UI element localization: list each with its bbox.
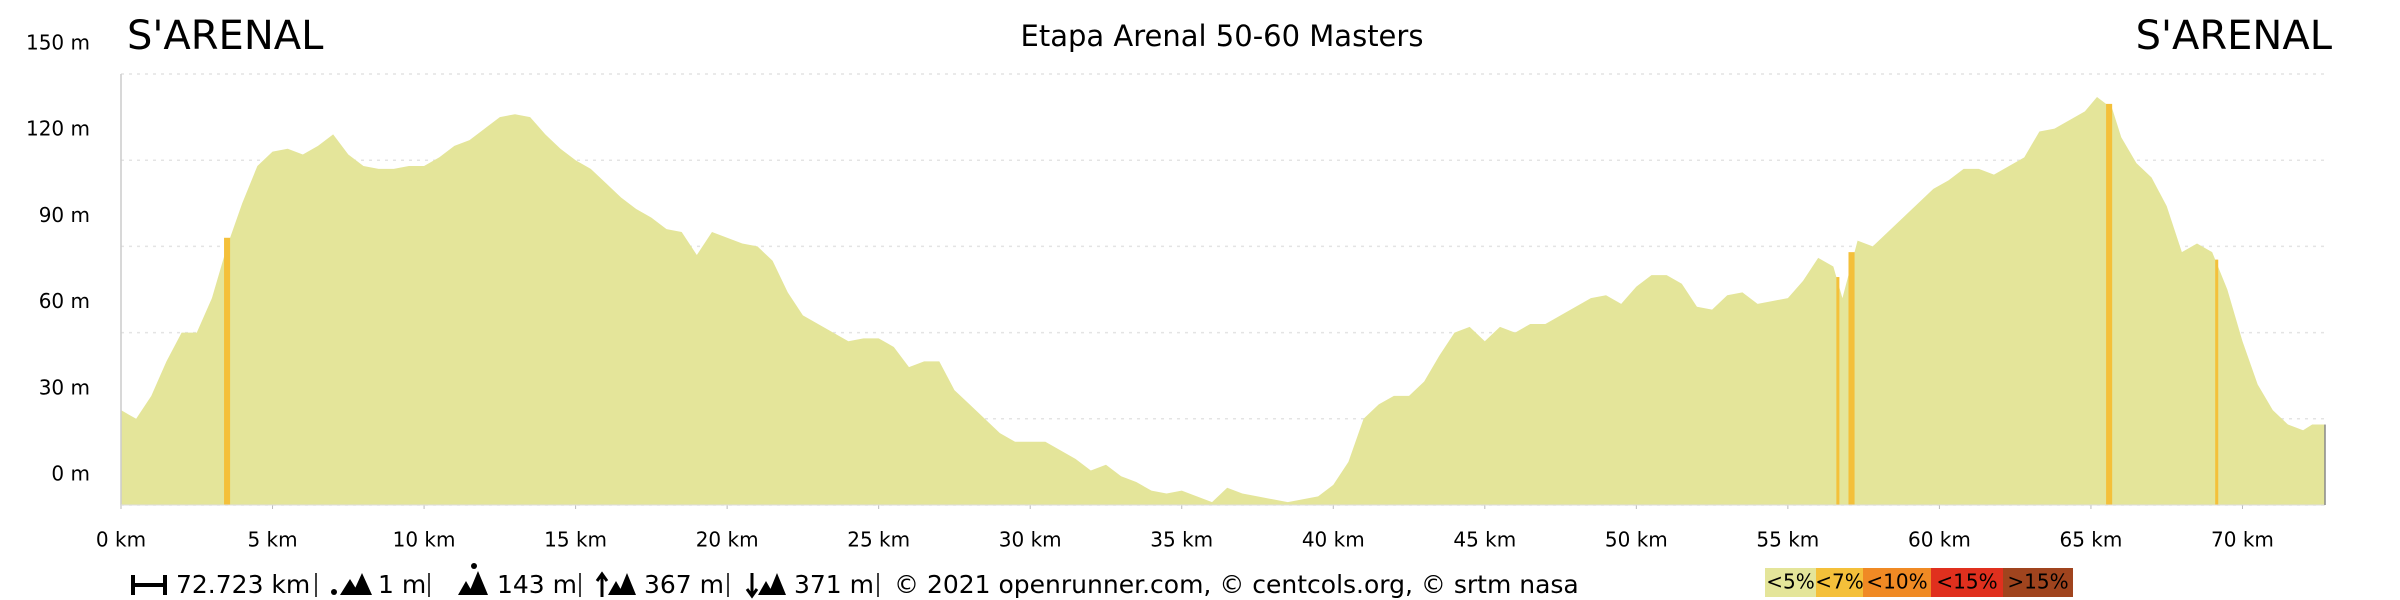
steep-section <box>2215 259 2219 505</box>
legend-swatch <box>2003 568 2073 597</box>
y-tick-label: 0 m <box>51 462 90 486</box>
legend-swatch <box>1765 568 1816 597</box>
end-label: S'ARENAL <box>2136 13 2333 59</box>
x-tick-label: 70 km <box>2211 528 2274 552</box>
start-label: S'ARENAL <box>127 13 324 59</box>
steep-section <box>1836 277 1840 505</box>
y-tick-label: 150 m <box>26 31 90 55</box>
x-tick-label: 65 km <box>2060 528 2123 552</box>
y-tick-label: 90 m <box>39 203 90 227</box>
legend-label: <5% <box>1766 570 1815 594</box>
elevation-area <box>121 96 2325 505</box>
stat-ascent: 367 m <box>644 570 724 599</box>
steep-section <box>2106 103 2113 506</box>
x-tick-label: 15 km <box>544 528 607 552</box>
x-tick-label: 60 km <box>1908 528 1971 552</box>
y-tick-label: 30 m <box>39 375 90 399</box>
legend-label: <10% <box>1866 570 1927 594</box>
x-tick-label: 20 km <box>696 528 759 552</box>
stat-descent: 371 m <box>794 570 874 599</box>
x-tick-label: 40 km <box>1302 528 1365 552</box>
stat-max-elevation: 143 m <box>497 570 577 599</box>
legend-swatch <box>1863 568 1931 597</box>
steep-section <box>1848 252 1855 505</box>
steep-section <box>224 237 231 505</box>
x-tick-label: 5 km <box>247 528 297 552</box>
y-tick-label: 60 m <box>39 289 90 313</box>
x-tick-label: 55 km <box>1756 528 1819 552</box>
x-tick-label: 30 km <box>999 528 1062 552</box>
x-tick-label: 25 km <box>847 528 910 552</box>
stat-distance: 72.723 km <box>176 570 310 599</box>
chart-title: Etapa Arenal 50-60 Masters <box>1021 19 1424 53</box>
legend-label: <15% <box>1936 570 1997 594</box>
y-tick-label: 120 m <box>26 117 90 141</box>
stat-min-elevation: 1 m <box>378 570 426 599</box>
x-tick-label: 0 km <box>96 528 146 552</box>
legend-swatch <box>1931 568 2003 597</box>
x-tick-label: 50 km <box>1605 528 1668 552</box>
x-tick-label: 35 km <box>1150 528 1213 552</box>
x-tick-label: 45 km <box>1453 528 1516 552</box>
x-tick-label: 10 km <box>393 528 456 552</box>
legend-swatch <box>1816 568 1863 597</box>
credits: © 2021 openrunner.com, © centcols.org, ©… <box>894 570 1579 599</box>
legend-label: <7% <box>1815 570 1864 594</box>
footer-icons <box>131 563 879 599</box>
legend-label: >15% <box>2007 570 2068 594</box>
